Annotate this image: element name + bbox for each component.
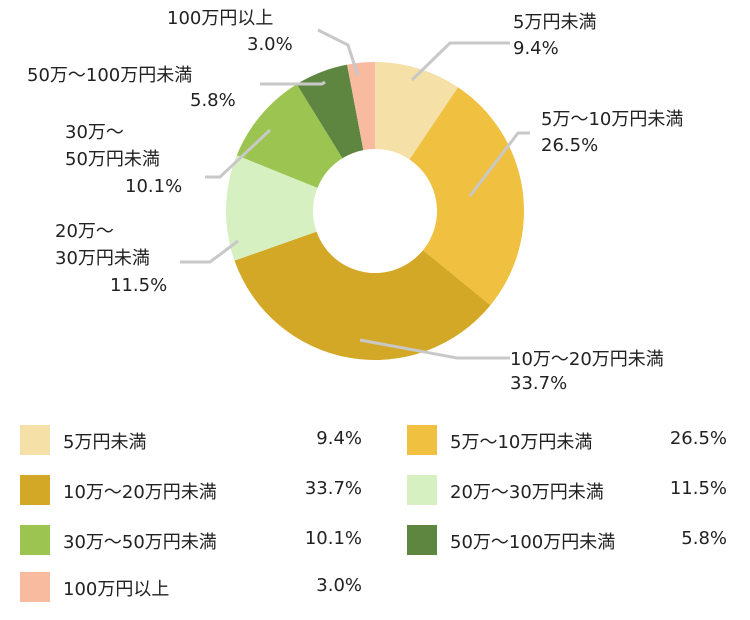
leader-line [260,80,326,86]
slice-label: 50万〜100万円未満 [27,65,192,86]
slice-label: 5.8% [190,90,236,111]
legend-value: 11.5% [669,478,727,499]
slice-label: 50万円未満 [65,149,160,170]
legend-value: 10.1% [304,528,362,549]
leader-line [205,128,272,179]
legend-value: 26.5% [669,428,727,449]
slice-label: 3.0% [247,34,293,55]
legend-swatch [407,425,437,455]
leader-line [410,41,510,82]
slice-label: 9.4% [513,38,559,59]
donut-slice [296,64,364,159]
donut-chart: 5万円未満 9.4% 5万〜10万円未満 26.5% 10万〜20万円未満 33.7% 20… [27,8,683,394]
leader-line [180,239,239,264]
legend-swatch [20,475,50,505]
legend-value: 33.7% [304,478,362,499]
leader-line [317,28,360,77]
legend-swatch [20,425,50,455]
slice-labels: 5万円未満 9.4% 5万〜10万円未満 26.5% 10万〜20万円未満 33.7% 20… [27,8,683,394]
legend-label: 10万〜20万円未満 [63,482,217,503]
donut-slice [409,87,525,306]
slice-label: 5万〜10万円未満 [541,109,683,130]
legend-value: 5.8% [681,528,727,549]
leader-line [359,338,510,360]
legend-label: 30万〜50万円未満 [63,532,217,553]
donut-slice [234,231,491,360]
legend-value: 9.4% [316,428,362,449]
legend-label: 100万円以上 [63,579,170,600]
legend-label: 5万〜10万円未満 [450,432,593,453]
donut-slice [347,62,375,151]
slice-label: 5万円未満 [513,12,596,33]
slice-label: 10万〜20万円未満 [510,349,664,370]
legend-label: 20万〜30万円未満 [450,482,604,503]
donut-slice [225,155,318,261]
slice-label: 10.1% [125,176,182,197]
slice-label: 30万〜 [65,122,124,143]
slice-label: 11.5% [110,275,167,296]
slice-label: 20万〜 [55,221,114,242]
legend-label: 5万円未満 [63,432,147,453]
legend-label: 50万〜100万円未満 [450,532,616,553]
slice-label: 33.7% [510,373,567,394]
slice-label: 100万円以上 [167,8,273,29]
legend-swatch [407,475,437,505]
slice-label: 30万円未満 [55,248,150,269]
leader-lines [180,28,530,360]
legend-swatch [20,572,50,602]
leader-line [468,131,530,197]
slice-label: 26.5% [541,135,598,156]
legend-swatch [407,525,437,555]
donut-slice [375,62,458,160]
donut-slice [236,84,343,188]
legend-value: 3.0% [316,575,362,596]
legend-swatch [20,525,50,555]
donut-slices [225,62,525,360]
